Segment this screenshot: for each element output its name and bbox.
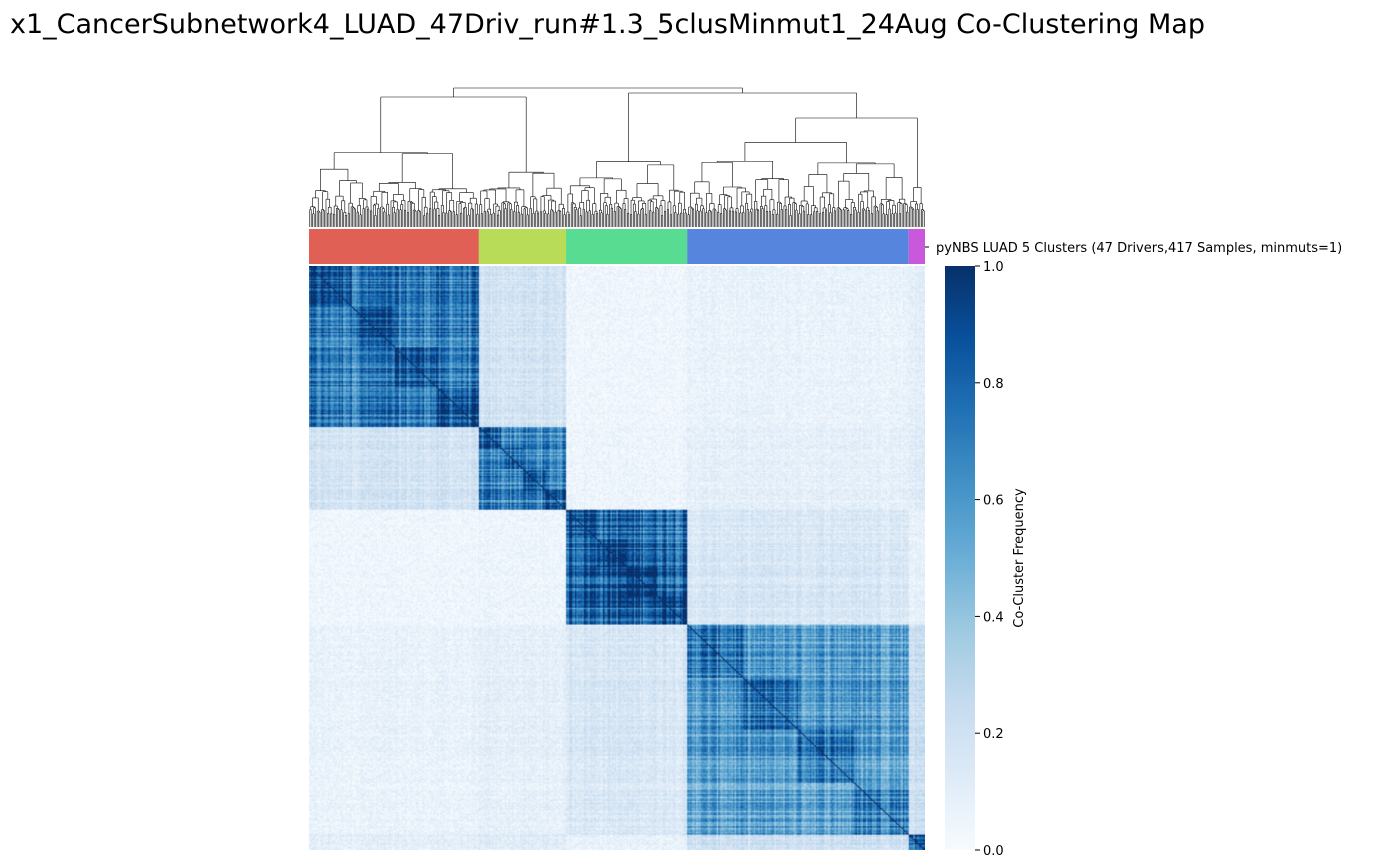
chart-title: x1_CancerSubnetwork4_LUAD_47Driv_run#1.3… <box>10 9 1205 40</box>
colorbar-gradient <box>945 266 975 850</box>
cluster-swatch-1 <box>309 229 479 264</box>
cluster-color-bar <box>309 229 925 264</box>
colorbar: 0.0 0.2 0.4 0.6 0.8 1.0 Co-Cluster Frequency <box>945 260 1027 859</box>
heatmap-image <box>309 266 925 850</box>
cluster-swatch-3 <box>566 229 688 264</box>
cluster-swatch-4 <box>687 229 909 264</box>
colorbar-label: Co-Cluster Frequency <box>1012 488 1027 628</box>
cluster-color-bar-label: pyNBS LUAD 5 Clusters (47 Drivers,417 Sa… <box>936 241 1342 256</box>
cluster-swatch-5 <box>908 229 925 264</box>
cluster-swatch-2 <box>478 229 567 264</box>
colorbar-ticks: 0.0 0.2 0.4 0.6 0.8 1.0 <box>975 260 1004 859</box>
colorbar-tick-label: 1.0 <box>983 260 1004 275</box>
colorbar-tick-label: 0.4 <box>983 610 1004 625</box>
colorbar-tick-label: 0.2 <box>983 727 1004 742</box>
colorbar-tick-label: 0.6 <box>983 494 1004 509</box>
heatmap <box>309 266 925 850</box>
colorbar-tick-label: 0.0 <box>983 844 1004 859</box>
colorbar-tick-label: 0.8 <box>983 377 1004 392</box>
dendrogram <box>309 87 925 227</box>
